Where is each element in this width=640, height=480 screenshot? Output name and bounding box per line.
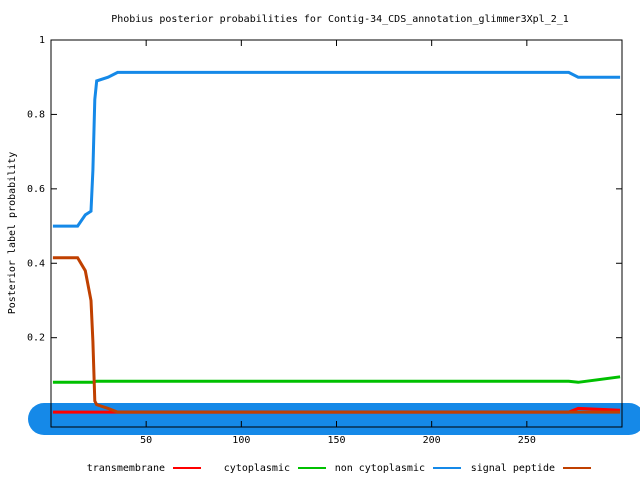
x-tick-label: 250 <box>518 435 536 446</box>
series-line <box>52 375 621 384</box>
x-tick-label: 150 <box>327 435 345 446</box>
legend-label: signal peptide <box>471 463 555 474</box>
y-tick-label: 0.8 <box>27 109 45 120</box>
x-tick-label: 50 <box>140 435 152 446</box>
x-tick-label: 100 <box>232 435 250 446</box>
y-tick-label: 0.6 <box>27 184 45 195</box>
chart-title: Phobius posterior probabilities for Cont… <box>111 14 569 25</box>
legend-label: transmembrane <box>87 463 165 474</box>
y-tick-label: 0.4 <box>27 258 45 269</box>
legend-label: non cytoplasmic <box>335 463 425 474</box>
y-axis-label: Posterior label probability <box>7 152 18 315</box>
legend-label: cytoplasmic <box>224 463 290 474</box>
series-line <box>52 256 621 414</box>
x-tick-label: 200 <box>423 435 441 446</box>
y-tick-label: 1 <box>39 35 45 46</box>
series-line <box>52 70 621 228</box>
y-tick-label: 0.2 <box>27 333 45 344</box>
